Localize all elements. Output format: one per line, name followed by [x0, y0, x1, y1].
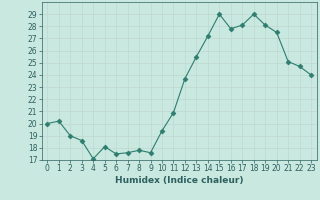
- X-axis label: Humidex (Indice chaleur): Humidex (Indice chaleur): [115, 176, 244, 185]
